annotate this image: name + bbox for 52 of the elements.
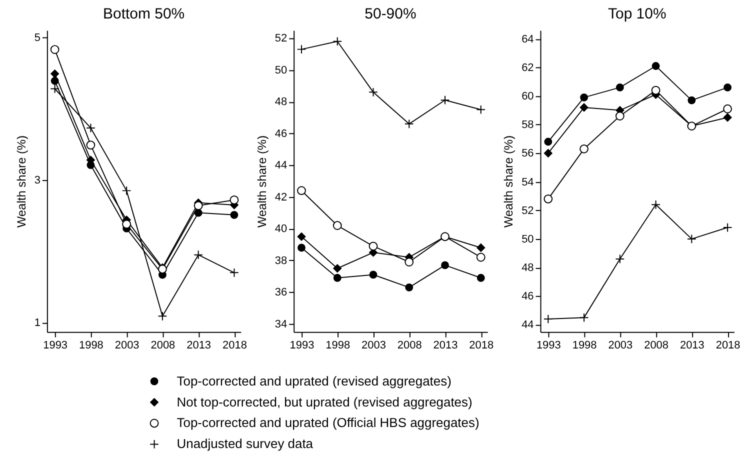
y-axis-title: Wealth share (%) <box>254 135 269 228</box>
x-tick-label: 1998 <box>572 339 597 352</box>
legend-label: Top-corrected and uprated (revised aggregates) <box>176 373 452 388</box>
x-tick-label: 2013 <box>433 339 458 352</box>
y-tick-label: 52 <box>522 204 534 217</box>
chart-title: 50-90% <box>364 5 416 22</box>
x-tick-label: 2018 <box>469 339 494 352</box>
x-tick-label: 1993 <box>43 339 68 352</box>
x-tick-label: 2008 <box>150 339 176 352</box>
chart-title: Bottom 50% <box>103 5 185 22</box>
legend-label: Top-corrected and uprated (Official HBS aggregates) <box>176 415 480 430</box>
x-tick-label: 1993 <box>536 339 561 352</box>
y-tick-label: 5 <box>34 32 40 44</box>
x-tick-label: 2008 <box>644 339 668 352</box>
x-tick-label: 2003 <box>362 339 386 352</box>
x-tick-label: 2008 <box>397 339 422 352</box>
x-tick-label: 2013 <box>680 339 704 352</box>
y-tick-label: 38 <box>274 254 288 267</box>
x-tick-label: 2003 <box>114 339 140 352</box>
y-tick-label: 54 <box>522 176 534 188</box>
x-tick-label: 1993 <box>290 339 314 352</box>
x-tick-label: 2013 <box>186 339 212 352</box>
y-tick-label: 50 <box>522 233 534 246</box>
y-tick-label: 60 <box>522 90 534 103</box>
x-tick-label: 2018 <box>716 339 740 352</box>
y-tick-label: 42 <box>274 191 288 204</box>
x-tick-label: 1998 <box>79 339 104 352</box>
y-tick-label: 46 <box>274 128 288 140</box>
y-tick-label: 34 <box>274 318 288 330</box>
x-tick-label: 2018 <box>222 339 247 352</box>
y-tick-label: 56 <box>522 148 534 160</box>
y-tick-label: 48 <box>274 96 288 108</box>
y-tick-label: 62 <box>522 62 534 74</box>
y-tick-label: 48 <box>522 262 534 274</box>
y-tick-label: 58 <box>522 119 534 132</box>
chart-title: Top 10% <box>608 5 666 22</box>
legend-label: Unadjusted survey data <box>176 436 314 452</box>
y-axis-title: Wealth share (%) <box>14 135 28 228</box>
y-tick-label: 1 <box>34 317 40 330</box>
x-tick-label: 1998 <box>326 339 350 352</box>
y-tick-label: 44 <box>522 319 534 332</box>
y-tick-label: 36 <box>274 286 288 299</box>
y-tick-label: 44 <box>274 160 288 172</box>
y-tick-label: 64 <box>522 33 534 46</box>
y-axis-title: Wealth share (%) <box>502 135 516 228</box>
legend-label: Not top-corrected, but uprated (revised aggregates) <box>176 394 472 410</box>
y-tick-label: 3 <box>34 174 40 186</box>
x-tick-label: 2003 <box>608 339 633 352</box>
y-tick-label: 46 <box>522 290 534 303</box>
y-tick-label: 50 <box>274 64 288 76</box>
y-tick-label: 40 <box>274 223 288 236</box>
y-tick-label: 52 <box>274 32 288 45</box>
